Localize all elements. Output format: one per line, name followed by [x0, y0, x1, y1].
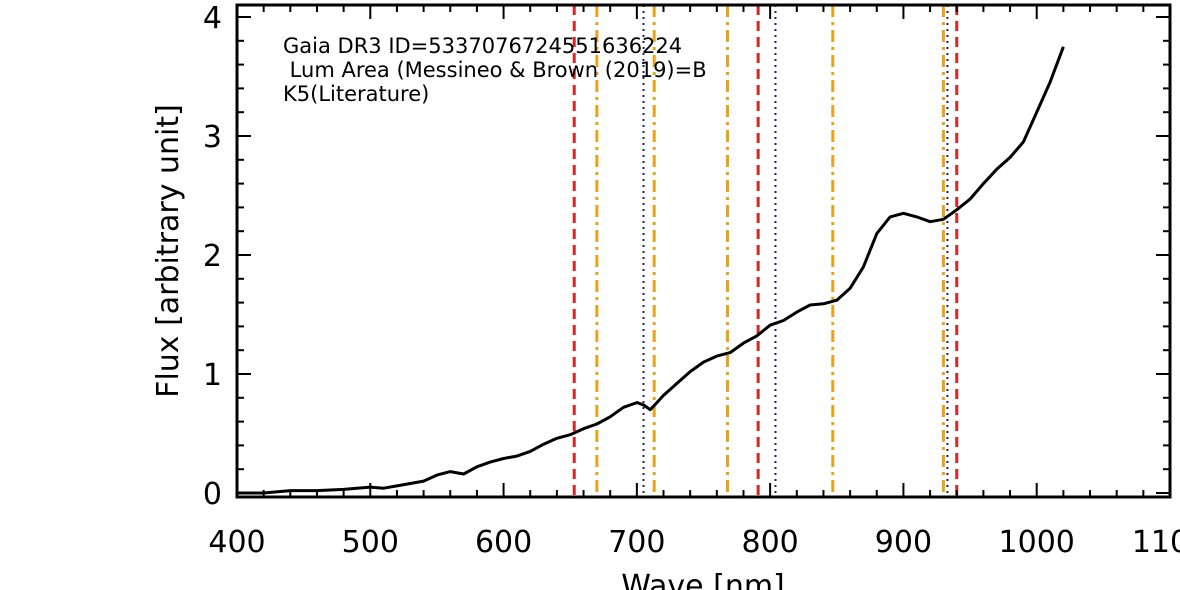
x-tick-label: 700	[608, 525, 665, 560]
x-tick-label: 600	[475, 525, 532, 560]
annotation-spectral-type: K5(Literature)	[283, 82, 429, 106]
y-tick-label: 3	[203, 120, 222, 155]
series-line-0	[237, 46, 1065, 495]
series-group	[237, 46, 1065, 495]
x-axis-title: Wave [nm]	[621, 569, 785, 590]
vertical-lines-group	[572, 5, 959, 497]
annotations-group: Gaia DR3 ID=5337076724551636224 Lum Area…	[283, 34, 707, 106]
y-tick-label: 4	[203, 1, 222, 36]
y-axis-title: Flux [arbitrary unit]	[151, 104, 186, 398]
x-tick-label: 1000	[999, 525, 1075, 560]
annotation-lum-area: Lum Area (Messineo & Brown (2019)=B	[283, 58, 707, 82]
y-tick-label: 0	[203, 477, 222, 512]
annotation-gaia-id: Gaia DR3 ID=5337076724551636224	[283, 34, 682, 58]
x-tick-label: 500	[342, 525, 399, 560]
y-tick-label: 1	[203, 358, 222, 393]
x-tick-label: 900	[875, 525, 932, 560]
plot-frame	[235, 3, 1172, 499]
y-tick-label: 2	[203, 239, 222, 274]
x-tick-label: 400	[208, 525, 265, 560]
x-tick-label: 800	[742, 525, 799, 560]
